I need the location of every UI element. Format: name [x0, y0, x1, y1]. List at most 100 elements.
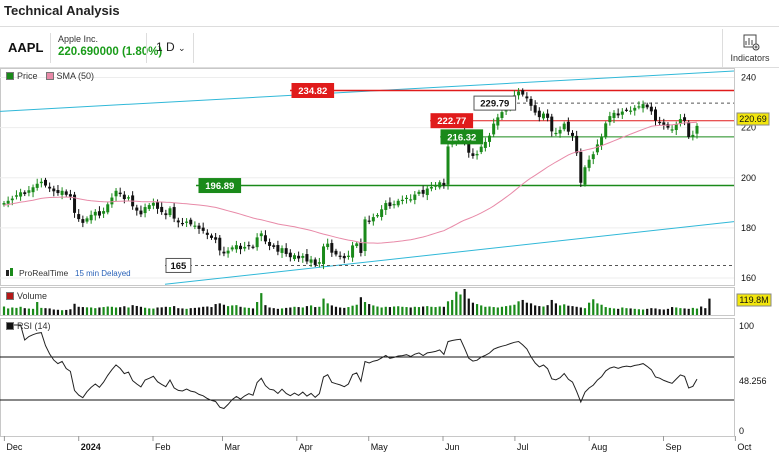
price-y-tick: 240 [741, 73, 756, 83]
candle-body [475, 153, 479, 156]
level-label-box [440, 129, 484, 145]
volume-bar [260, 293, 263, 315]
volume-bar [235, 305, 238, 315]
volume-bar [388, 307, 392, 315]
symbol-label[interactable]: AAPL [8, 40, 44, 55]
candle-body [305, 254, 309, 262]
volume-bar [455, 291, 458, 315]
candle-body [616, 113, 620, 116]
volume-bar [505, 306, 508, 315]
candle-body [554, 132, 558, 135]
candle-body [662, 122, 666, 126]
candle-body [251, 246, 255, 248]
volume-bar [708, 298, 711, 315]
price-legend: Price SMA (50) [6, 71, 94, 81]
candle-body [209, 235, 213, 238]
candle-body [471, 153, 475, 156]
candle-body [85, 218, 89, 222]
candle-body [442, 182, 446, 186]
volume-bar [119, 307, 122, 315]
volume-bar [430, 306, 433, 315]
volume-bar [98, 307, 101, 315]
volume-bar [517, 301, 520, 315]
indicators-button[interactable]: Indicators [722, 29, 776, 67]
candle-body [413, 194, 417, 200]
volume-bar [554, 303, 558, 315]
candle-body [649, 106, 653, 112]
candle-body [367, 220, 371, 222]
volume-bar [247, 307, 250, 315]
level-label-box [473, 95, 517, 111]
watermark-note: 15 min Delayed [75, 269, 131, 278]
volume-bar [376, 306, 379, 315]
volume-bar [434, 307, 437, 315]
volume-bar [19, 306, 22, 315]
volume-bar [467, 298, 470, 315]
candle-body [359, 242, 363, 253]
candle-body [255, 237, 259, 248]
candle-body [334, 250, 338, 255]
x-tick-label: May [371, 442, 389, 452]
volume-legend-label: Volume [17, 291, 48, 301]
candle-body [234, 245, 238, 250]
candle-body [496, 117, 500, 126]
volume-bar [372, 305, 375, 315]
volume-bar [309, 305, 313, 315]
volume-bar [471, 302, 475, 315]
volume-bar [558, 305, 562, 315]
interval-select[interactable]: 1 D ⌄ [156, 40, 186, 54]
candle-body [73, 194, 77, 213]
volume-bar [592, 299, 595, 315]
price-y-tick: 200 [741, 173, 756, 183]
candle-body [189, 219, 193, 225]
candle-body [276, 245, 280, 252]
candle-body [637, 106, 641, 108]
candle-body [214, 237, 218, 240]
sma-legend-label: SMA (50) [56, 71, 95, 81]
volume-bar [347, 307, 350, 315]
candle-body [562, 123, 566, 130]
candle-body [139, 210, 143, 215]
volume-bar [135, 305, 138, 315]
candle-body [122, 194, 126, 200]
current-volume-badge [736, 293, 772, 307]
volume-bar [60, 310, 64, 315]
x-tick-label: Apr [299, 442, 313, 452]
volume-bar [164, 306, 167, 315]
candle-body [550, 116, 554, 132]
volume-bar [392, 306, 396, 315]
volume-bar [85, 307, 89, 315]
rsi-panel-frame [0, 318, 735, 437]
candle-body [110, 197, 114, 205]
candle-body [380, 209, 384, 217]
volume-bar [7, 308, 10, 315]
volume-bar [168, 307, 172, 315]
volume-bar [633, 308, 636, 315]
volume-bar [641, 309, 645, 315]
candle-body [558, 129, 562, 134]
volume-bar [567, 305, 570, 315]
candle-body [147, 205, 151, 209]
candle-body [483, 141, 487, 148]
candle-body [351, 245, 355, 258]
x-tick-label: Dec [6, 442, 23, 452]
volume-bar [426, 306, 429, 315]
volume-bar [679, 308, 682, 315]
level-label: 165 [170, 261, 187, 272]
candle-body [670, 129, 674, 131]
volume-bar [646, 308, 649, 315]
candle-body [529, 98, 533, 106]
volume-bar [48, 308, 51, 315]
rsi-swatch [6, 322, 14, 330]
volume-bar [351, 305, 354, 315]
toolbar-divider [50, 33, 51, 63]
candle-body [583, 167, 587, 185]
volume-bar [625, 308, 628, 315]
volume-bar [675, 307, 678, 315]
candle-body [612, 112, 616, 118]
candle-body [317, 262, 321, 264]
volume-bar [156, 307, 159, 315]
volume-bar [438, 306, 441, 315]
candle-body [239, 245, 243, 250]
